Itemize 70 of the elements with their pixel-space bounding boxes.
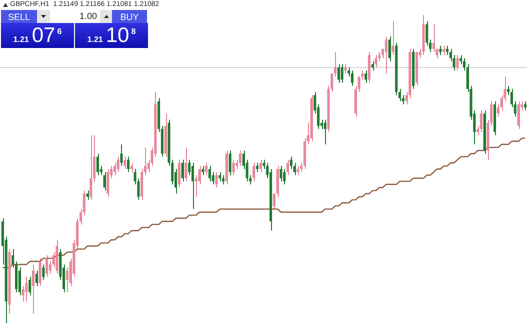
candlestick bbox=[96, 153, 99, 176]
candlestick bbox=[442, 45, 446, 56]
candlestick bbox=[324, 119, 326, 145]
candlestick bbox=[130, 162, 133, 173]
candlestick bbox=[364, 70, 368, 84]
candlestick bbox=[238, 150, 242, 166]
candlestick bbox=[126, 156, 130, 173]
candlestick bbox=[86, 190, 89, 200]
annotation: 1.21 bbox=[13, 35, 29, 44]
candlestick bbox=[124, 156, 126, 170]
candlestick bbox=[283, 168, 286, 185]
candlestick bbox=[426, 20, 428, 46]
candlestick bbox=[388, 36, 391, 62]
candlestick bbox=[384, 36, 388, 74]
candlestick bbox=[232, 159, 235, 176]
candlestick bbox=[272, 193, 276, 210]
annotation: 1.21 bbox=[87, 35, 103, 44]
candlestick bbox=[120, 144, 123, 166]
candlestick bbox=[113, 162, 116, 176]
candlestick bbox=[191, 162, 194, 210]
candlestick bbox=[178, 159, 180, 188]
candlestick bbox=[480, 110, 482, 133]
candlestick bbox=[460, 54, 462, 65]
candlestick bbox=[215, 172, 218, 188]
candlestick bbox=[296, 165, 300, 176]
candlestick bbox=[116, 156, 120, 173]
candlestick bbox=[46, 254, 48, 278]
candlestick bbox=[252, 162, 256, 182]
candlestick bbox=[32, 264, 35, 314]
candlestick bbox=[202, 165, 204, 176]
candlestick bbox=[256, 162, 258, 173]
candlestick bbox=[286, 159, 290, 176]
candlestick bbox=[446, 45, 449, 56]
annotation: 07 bbox=[32, 24, 56, 47]
candlestick bbox=[35, 270, 38, 287]
candlestick bbox=[259, 159, 262, 173]
candlestick bbox=[374, 54, 378, 68]
candlestick bbox=[340, 64, 344, 84]
candlestick bbox=[181, 159, 184, 182]
candlestick bbox=[205, 162, 208, 176]
candlestick bbox=[25, 276, 28, 302]
candlestick bbox=[184, 146, 188, 182]
candlestick bbox=[38, 258, 42, 287]
candlestick bbox=[524, 100, 527, 111]
annotation: 8 bbox=[131, 27, 136, 36]
candlestick bbox=[439, 45, 442, 56]
candlestick bbox=[432, 24, 435, 52]
candlestick bbox=[228, 150, 232, 176]
candlestick bbox=[392, 20, 394, 56]
candlestick bbox=[218, 172, 222, 182]
sell-button: SELL bbox=[1, 10, 37, 23]
candlestick bbox=[371, 60, 374, 71]
candlestick bbox=[106, 168, 110, 198]
candlestick bbox=[208, 165, 211, 182]
candlestick bbox=[90, 134, 92, 200]
buy-button: BUY bbox=[112, 10, 147, 23]
candlestick bbox=[517, 100, 520, 130]
candlestick bbox=[222, 174, 225, 185]
annotation: 10 bbox=[106, 24, 130, 47]
candlestick bbox=[344, 64, 347, 74]
candlestick bbox=[334, 51, 337, 78]
candlestick bbox=[350, 70, 354, 86]
candlestick bbox=[337, 64, 340, 84]
annotation: 6 bbox=[57, 27, 62, 36]
candlestick bbox=[28, 276, 32, 296]
candlestick bbox=[290, 156, 292, 170]
candlestick bbox=[456, 54, 459, 71]
candlestick bbox=[103, 172, 106, 192]
candlestick bbox=[42, 264, 45, 280]
candlestick bbox=[280, 165, 282, 182]
